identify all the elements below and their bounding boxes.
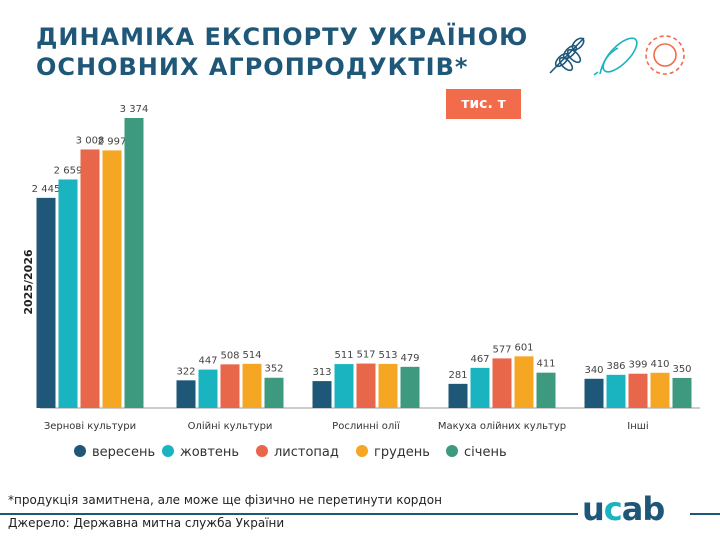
title-line-1: ДИНАМІКА ЕКСПОРТУ УКРАЇНОЮ xyxy=(36,23,529,51)
bar xyxy=(672,377,692,408)
data-label: 508 xyxy=(220,350,239,361)
legend-label: січень xyxy=(464,445,507,460)
data-label: 2 997 xyxy=(98,136,127,147)
data-label: 411 xyxy=(536,359,555,370)
data-label: 3 374 xyxy=(120,104,149,115)
bar xyxy=(378,363,398,408)
bar xyxy=(312,381,332,408)
bar xyxy=(176,380,196,408)
legend-label: жовтень xyxy=(180,445,239,460)
data-label: 517 xyxy=(356,350,375,361)
data-label: 577 xyxy=(492,344,511,355)
wheat-icon xyxy=(549,37,585,74)
bar xyxy=(628,373,648,408)
category-label: Олійні культури xyxy=(188,420,273,432)
data-label: 2 659 xyxy=(54,165,83,176)
footnote: *продукція замитнена, але може ще фізичн… xyxy=(8,493,442,507)
data-label: 447 xyxy=(198,356,217,367)
sunflower-icon xyxy=(645,35,685,75)
bar xyxy=(400,366,420,408)
legend-label: листопад xyxy=(274,445,339,460)
legend-marker xyxy=(162,445,174,457)
ucab-logo: ucab xyxy=(582,490,665,528)
data-label: 350 xyxy=(672,364,691,375)
bar xyxy=(470,367,490,408)
unit-badge: тис. т xyxy=(446,89,521,119)
bar xyxy=(514,356,534,408)
data-label: 281 xyxy=(448,370,467,381)
category-label: Рослинні олії xyxy=(332,420,400,432)
category-label: Інші xyxy=(627,420,648,432)
y-axis-label: 2025/2026 xyxy=(22,249,35,315)
bar xyxy=(264,377,284,408)
bar xyxy=(220,364,240,408)
category-label: Зернові культури xyxy=(44,420,136,432)
bar xyxy=(584,378,604,408)
bar xyxy=(492,358,512,408)
legend-marker xyxy=(356,445,368,457)
data-label: 467 xyxy=(470,354,489,365)
chart-title: ДИНАМІКА ЕКСПОРТУ УКРАЇНОЮ ОСНОВНИХ АГРОП… xyxy=(36,22,528,82)
bar xyxy=(242,363,262,408)
data-label: 514 xyxy=(242,350,261,361)
category-label: Макуха олійних культур xyxy=(438,420,566,432)
data-label: 479 xyxy=(400,353,419,364)
bar xyxy=(356,363,376,408)
legend-label: вересень xyxy=(92,445,155,460)
bar xyxy=(58,179,78,408)
source: Джерело: Державна митна служба України xyxy=(8,516,285,530)
data-label: 2 445 xyxy=(32,184,61,195)
legend-marker xyxy=(256,445,268,457)
data-label: 386 xyxy=(606,361,625,372)
bar xyxy=(448,383,468,408)
data-label: 511 xyxy=(334,350,353,361)
bar xyxy=(606,374,626,408)
legend-label: грудень xyxy=(374,445,430,460)
bar xyxy=(124,118,144,408)
legend-marker xyxy=(446,445,458,457)
title-line-2: ОСНОВНИХ АГРОПРОДУКТІВ* xyxy=(36,53,469,81)
bar xyxy=(536,372,556,408)
data-label: 313 xyxy=(312,367,331,378)
data-label: 513 xyxy=(378,350,397,361)
data-label: 410 xyxy=(650,359,669,370)
data-label: 322 xyxy=(176,366,195,377)
bar xyxy=(102,150,122,408)
legend-marker xyxy=(74,445,86,457)
bar xyxy=(334,364,354,408)
data-label: 340 xyxy=(584,365,603,376)
bar xyxy=(80,149,100,409)
data-label: 601 xyxy=(514,342,533,353)
bar xyxy=(198,369,218,408)
footer-divider-right xyxy=(690,513,720,515)
corn-icon xyxy=(593,37,638,76)
data-label: 3 008 xyxy=(76,135,105,146)
footer-divider xyxy=(0,513,578,515)
data-label: 352 xyxy=(264,364,283,375)
data-label: 399 xyxy=(628,360,647,371)
bar xyxy=(650,372,670,408)
bar xyxy=(36,197,56,408)
